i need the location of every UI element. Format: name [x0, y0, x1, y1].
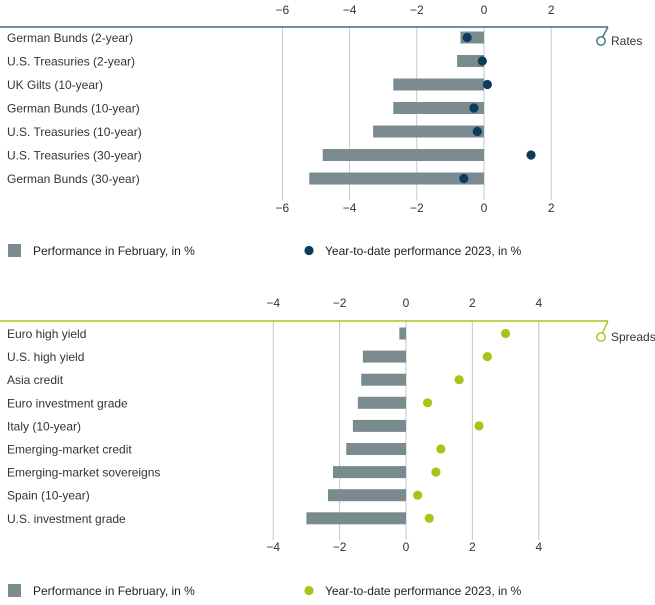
rates-bar	[309, 173, 484, 185]
rates-category-label: UK Gilts (10-year)	[7, 78, 103, 92]
spreads-ytd-dot	[436, 444, 445, 453]
rates-ytd-dot	[463, 33, 472, 42]
rates-ytd-dot	[478, 56, 487, 65]
rates-bar	[373, 126, 484, 138]
spreads-category-label: Italy (10-year)	[7, 419, 81, 433]
spreads-x-tick-bottom: 2	[469, 540, 476, 554]
rates-legend-bar-swatch	[8, 244, 21, 257]
spreads-x-tick-bottom: 0	[403, 540, 410, 554]
spreads-bar	[399, 328, 406, 340]
bond-performance-chart: −6 −6 −4 −4 −2 −2 0 0 2 2 German Bunds (2-year) U.S…	[0, 0, 655, 605]
spreads-bar	[353, 420, 406, 432]
spreads-panel-label: Spreads	[611, 330, 655, 344]
spreads-legend-bar-label: Performance in February, in %	[33, 584, 195, 598]
spreads-bar	[363, 351, 406, 363]
spreads-ytd-dot	[431, 468, 440, 477]
rates-x-tick-top: 2	[548, 3, 555, 17]
spreads-x-tick-top: 2	[469, 296, 476, 310]
spreads-bar	[333, 466, 406, 478]
rates-ytd-dot	[469, 103, 478, 112]
rates-x-tick-bottom: −6	[276, 201, 290, 215]
spreads-category-label: U.S. investment grade	[7, 512, 126, 526]
rates-category-label: German Bunds (10-year)	[7, 102, 140, 116]
spreads-x-tick-bottom: −2	[333, 540, 347, 554]
rates-x-tick-top: −2	[410, 3, 424, 17]
rates-legend-bar-label: Performance in February, in %	[33, 244, 195, 258]
spreads-ytd-dot	[474, 421, 483, 430]
spreads-category-label: Euro investment grade	[7, 396, 128, 410]
spreads-ytd-dot	[483, 352, 492, 361]
spreads-bar	[328, 489, 406, 501]
spreads-category-label: Emerging-market credit	[7, 443, 132, 457]
rates-bar	[323, 149, 484, 161]
spreads-category-label: Spain (10-year)	[7, 489, 90, 503]
spreads-bar	[358, 397, 406, 409]
rates-x-tick-top: −4	[343, 3, 357, 17]
rates-legend-dot-label: Year-to-date performance 2023, in %	[325, 244, 522, 258]
rates-bar	[393, 79, 484, 91]
rates-ytd-dot	[483, 80, 492, 89]
spreads-category-label: Euro high yield	[7, 327, 86, 341]
rates-category-label: U.S. Treasuries (10-year)	[7, 125, 142, 139]
rates-x-tick-bottom: −4	[343, 201, 357, 215]
spreads-ytd-dot	[455, 375, 464, 384]
spreads-legend-bar-swatch	[8, 584, 21, 597]
rates-category-label: U.S. Treasuries (30-year)	[7, 149, 142, 163]
spreads-legend-dot-swatch	[304, 586, 313, 595]
spreads-x-tick-top: 4	[535, 296, 542, 310]
spreads-ytd-dot	[501, 329, 510, 338]
spreads-ytd-dot	[413, 491, 422, 500]
rates-category-label: German Bunds (2-year)	[7, 31, 133, 45]
rates-ytd-dot	[526, 150, 535, 159]
rates-header-connector	[602, 27, 608, 38]
rates-category-label: German Bunds (30-year)	[7, 172, 140, 186]
spreads-panel-marker	[597, 333, 605, 341]
spreads-x-tick-bottom: −4	[266, 540, 280, 554]
spreads-bar	[306, 512, 406, 524]
spreads-x-tick-top: −2	[333, 296, 347, 310]
rates-legend-dot-swatch	[304, 246, 313, 255]
spreads-x-tick-bottom: 4	[535, 540, 542, 554]
rates-ytd-dot	[459, 174, 468, 183]
rates-x-tick-top: −6	[276, 3, 290, 17]
spreads-bar	[346, 443, 406, 455]
spreads-x-tick-top: −4	[266, 296, 280, 310]
spreads-bar	[361, 374, 406, 386]
spreads-legend-dot-label: Year-to-date performance 2023, in %	[325, 584, 522, 598]
rates-x-tick-bottom: −2	[410, 201, 424, 215]
rates-category-label: U.S. Treasuries (2-year)	[7, 55, 135, 69]
spreads-category-label: Emerging-market sovereigns	[7, 466, 160, 480]
rates-ytd-dot	[473, 127, 482, 136]
rates-panel-label: Rates	[611, 34, 642, 48]
rates-panel-marker	[597, 37, 605, 45]
spreads-ytd-dot	[423, 398, 432, 407]
rates-x-tick-bottom: 0	[481, 201, 488, 215]
spreads-ytd-dot	[425, 514, 434, 523]
rates-x-tick-top: 0	[481, 3, 488, 17]
spreads-category-label: U.S. high yield	[7, 350, 84, 364]
rates-x-tick-bottom: 2	[548, 201, 555, 215]
spreads-category-label: Asia credit	[7, 373, 64, 387]
spreads-header-connector	[602, 321, 608, 334]
spreads-x-tick-top: 0	[403, 296, 410, 310]
